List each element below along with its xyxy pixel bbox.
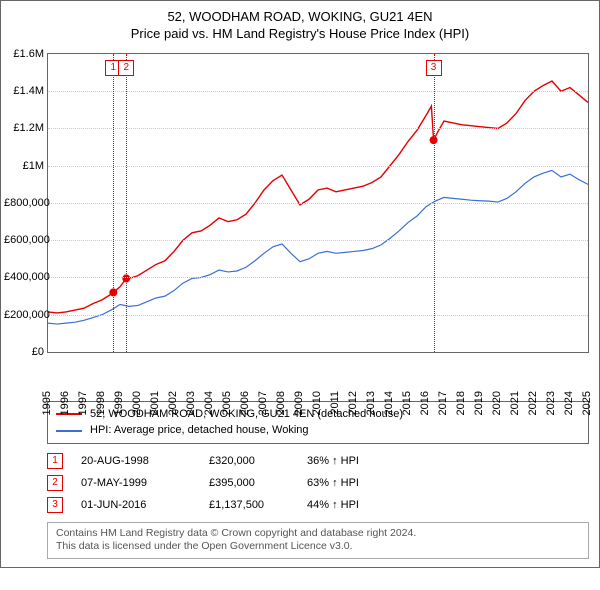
legend-swatch	[56, 430, 82, 432]
title-subtitle: Price paid vs. HM Land Registry's House …	[11, 26, 589, 43]
y-axis-label: £1.2M	[4, 122, 44, 134]
y-axis-label: £600,000	[4, 234, 44, 246]
x-axis-label: 2016	[419, 391, 431, 415]
x-axis-label: 2000	[131, 391, 143, 415]
x-axis-label: 2011	[329, 391, 341, 415]
sale-delta: 44% ↑ HPI	[307, 499, 589, 511]
x-axis-label: 2002	[167, 391, 179, 415]
x-axis-label: 2019	[473, 391, 485, 415]
sales-table: 1 20-AUG-1998 £320,000 36% ↑ HPI 2 07-MAY-199…	[47, 450, 589, 516]
y-axis-label: £800,000	[4, 197, 44, 209]
sale-badge: 2	[47, 475, 63, 491]
legend-item: HPI: Average price, detached house, Woki…	[56, 422, 580, 439]
sale-badge: 1	[47, 453, 63, 469]
x-axis-label: 2025	[581, 391, 593, 415]
y-axis-label: £1.6M	[4, 48, 44, 60]
sale-row: 3 01-JUN-2016 £1,137,500 44% ↑ HPI	[47, 494, 589, 516]
x-axis-label: 2013	[365, 391, 377, 415]
x-axis-label: 2003	[185, 391, 197, 415]
sale-price: £395,000	[209, 477, 289, 489]
title-address: 52, WOODHAM ROAD, WOKING, GU21 4EN	[11, 9, 589, 26]
y-axis-label: £200,000	[4, 309, 44, 321]
x-axis-label: 2024	[563, 391, 575, 415]
sale-date: 20-AUG-1998	[81, 455, 191, 467]
sale-row: 2 07-MAY-1999 £395,000 63% ↑ HPI	[47, 472, 589, 494]
sale-marker-badge: 3	[426, 60, 442, 76]
x-axis-label: 2014	[383, 391, 395, 415]
x-axis-label: 2021	[509, 391, 521, 415]
x-axis-label: 2018	[455, 391, 467, 415]
sale-row: 1 20-AUG-1998 £320,000 36% ↑ HPI	[47, 450, 589, 472]
sale-price: £1,137,500	[209, 499, 289, 511]
x-axis-label: 2001	[149, 391, 161, 415]
x-axis-label: 1999	[113, 391, 125, 415]
x-axis-label: 2017	[437, 391, 449, 415]
footer-line: Contains HM Land Registry data © Crown c…	[56, 527, 580, 541]
x-axis-label: 2022	[527, 391, 539, 415]
title-block: 52, WOODHAM ROAD, WOKING, GU21 4EN Price…	[1, 1, 599, 49]
x-axis-label: 1998	[95, 391, 107, 415]
x-axis-label: 2015	[401, 391, 413, 415]
x-axis-label: 1996	[59, 391, 71, 415]
x-axis-label: 2010	[311, 391, 323, 415]
y-axis-label: £400,000	[4, 271, 44, 283]
x-axis-label: 2023	[545, 391, 557, 415]
sale-badge: 3	[47, 497, 63, 513]
sale-delta: 63% ↑ HPI	[307, 477, 589, 489]
x-axis-label: 2005	[221, 391, 233, 415]
chart-plot-area: £0£200,000£400,000£600,000£800,000£1M£1.…	[47, 53, 589, 353]
x-axis-label: 2006	[239, 391, 251, 415]
footer: Contains HM Land Registry data © Crown c…	[47, 522, 589, 559]
sale-price: £320,000	[209, 455, 289, 467]
sale-delta: 36% ↑ HPI	[307, 455, 589, 467]
y-axis-label: £0	[4, 346, 44, 358]
legend-label: HPI: Average price, detached house, Woki…	[90, 422, 309, 439]
y-axis-label: £1.4M	[4, 85, 44, 97]
x-axis-label: 1997	[77, 391, 89, 415]
x-axis-label: 2012	[347, 391, 359, 415]
x-axis: 1995199619971998199920002001200220032004…	[47, 353, 589, 395]
sale-date: 01-JUN-2016	[81, 499, 191, 511]
sale-date: 07-MAY-1999	[81, 477, 191, 489]
footer-line: This data is licensed under the Open Gov…	[56, 540, 580, 554]
x-axis-label: 2007	[257, 391, 269, 415]
x-axis-label: 1995	[41, 391, 53, 415]
x-axis-label: 2020	[491, 391, 503, 415]
x-axis-label: 2004	[203, 391, 215, 415]
y-axis-label: £1M	[4, 160, 44, 172]
chart-container: 52, WOODHAM ROAD, WOKING, GU21 4EN Price…	[0, 0, 600, 568]
x-axis-label: 2008	[275, 391, 287, 415]
sale-marker-badge: 2	[118, 60, 134, 76]
x-axis-label: 2009	[293, 391, 305, 415]
